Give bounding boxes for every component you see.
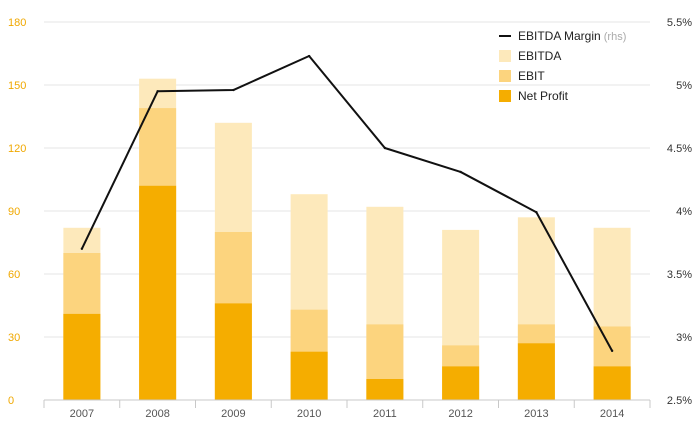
x-tick-label: 2014 — [600, 408, 624, 420]
legend: EBITDA Margin (rhs) EBITDA EBIT Net Profit — [499, 29, 626, 103]
x-tick-label: 2010 — [297, 408, 321, 420]
bar-net-profit — [517, 343, 555, 400]
legend-swatch — [499, 50, 511, 62]
y-right-tick-label: 4.5% — [667, 143, 692, 155]
bar-net-profit — [214, 303, 252, 400]
legend-swatch — [499, 90, 511, 102]
point-ebitda-margin — [307, 54, 311, 58]
bar-net-profit — [63, 313, 101, 400]
line-ebitda-margin — [80, 55, 614, 352]
y-right-tick-label: 3% — [676, 332, 692, 344]
y-right-tick-label: 5% — [676, 80, 692, 92]
bar-net-profit — [139, 185, 177, 400]
point-ebitda-margin — [232, 88, 235, 92]
bar-net-profit — [593, 366, 631, 400]
y-left-tick-label: 0 — [8, 395, 14, 407]
bar-net-profit — [442, 366, 480, 400]
y-left-tick-label: 60 — [8, 269, 20, 281]
x-tick-label: 2013 — [524, 408, 548, 420]
y-left-tick-label: 120 — [8, 143, 26, 155]
y-left-tick-label: 180 — [8, 17, 26, 29]
point-ebitda-margin — [610, 349, 614, 353]
bar-net-profit — [290, 351, 328, 400]
x-tick-label: 2012 — [448, 408, 472, 420]
point-ebitda-margin — [156, 90, 159, 93]
x-tick-label: 2009 — [221, 408, 245, 420]
point-ebitda-margin — [459, 170, 462, 174]
y-left-tick-label: 30 — [8, 332, 20, 344]
legend-label: Net Profit — [518, 89, 569, 103]
y-left-tick-label: 150 — [8, 80, 26, 92]
legend-label: EBITDA Margin (rhs) — [518, 29, 626, 43]
y-right-tick-label: 3.5% — [667, 269, 692, 281]
y-right-tick-label: 2.5% — [667, 395, 692, 407]
legend-note: (rhs) — [601, 31, 627, 43]
y-right-tick-label: 4% — [676, 206, 692, 218]
point-ebitda-margin — [535, 211, 538, 214]
x-tick-label: 2007 — [70, 408, 94, 420]
y-left-tick-label: 90 — [8, 206, 20, 218]
x-tick-label: 2011 — [373, 408, 397, 420]
gridlines — [44, 21, 650, 338]
legend-swatch — [499, 70, 511, 82]
bar-series — [63, 78, 631, 401]
axes: 0 30 60 90 120 150 180 2.5% 3% 3.5% 4% 4.5% 5% 5.5% 20… — [8, 17, 692, 420]
margin-line-series — [80, 54, 614, 353]
legend-label: EBIT — [518, 69, 545, 83]
legend-label: EBITDA — [518, 49, 561, 63]
y-right-tick-label: 5.5% — [667, 17, 692, 29]
bar-net-profit — [366, 379, 404, 400]
point-ebitda-margin — [80, 247, 84, 250]
x-tick-label: 2008 — [145, 408, 169, 420]
point-ebitda-margin — [383, 146, 387, 150]
